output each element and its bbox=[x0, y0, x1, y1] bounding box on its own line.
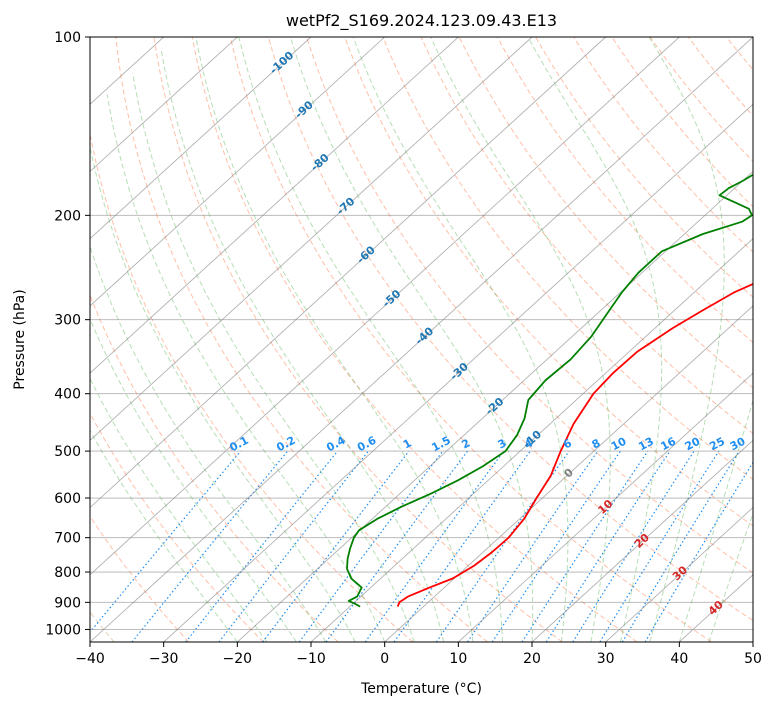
y-tick-label: 500 bbox=[54, 444, 81, 460]
mixing-ratio-line bbox=[185, 450, 339, 642]
mixing-ratio-line bbox=[90, 450, 242, 633]
mixing-ratio-line bbox=[545, 450, 671, 642]
y-tick-label: 300 bbox=[54, 313, 81, 329]
moist-adiabat bbox=[90, 144, 356, 642]
isotherm bbox=[90, 37, 385, 307]
isotherm bbox=[605, 506, 753, 642]
gridlines bbox=[90, 37, 753, 642]
isotherm bbox=[90, 37, 312, 240]
chart-title: wetPf2_S169.2024.123.09.43.E13 bbox=[286, 11, 557, 31]
isotherm bbox=[90, 37, 533, 441]
dry-adiabat bbox=[535, 37, 753, 298]
x-tick-label: 40 bbox=[670, 651, 688, 667]
y-tick-label: 800 bbox=[54, 565, 81, 581]
x-tick-label: 30 bbox=[597, 651, 615, 667]
moist-adiabat bbox=[238, 37, 503, 642]
dry-adiabat bbox=[90, 412, 264, 642]
y-tick-label: 700 bbox=[54, 531, 81, 547]
x-tick-label: −30 bbox=[149, 651, 179, 667]
x-tick-label: −10 bbox=[296, 651, 326, 667]
plot-frame bbox=[89, 36, 754, 643]
y-tick-label: 1000 bbox=[45, 622, 81, 638]
mixing-ratio-label: 13 bbox=[636, 435, 656, 454]
isotherm bbox=[531, 439, 753, 642]
isotherm bbox=[90, 37, 680, 576]
mixing-ratio-line bbox=[325, 450, 468, 642]
dry-adiabat bbox=[382, 37, 753, 481]
mixing-ratio-line bbox=[466, 450, 599, 642]
x-tick-label: 0 bbox=[380, 651, 389, 667]
isotherm bbox=[90, 37, 753, 642]
dry-adiabat bbox=[268, 37, 753, 622]
mixing-ratio-line bbox=[131, 450, 289, 642]
mixing-ratio-line bbox=[521, 450, 649, 642]
sounding-lines bbox=[346, 173, 753, 608]
x-tick-label: −40 bbox=[75, 651, 105, 667]
mixing-ratio-line bbox=[262, 450, 410, 642]
mixing-ratio-line bbox=[621, 450, 740, 642]
mixing-ratio-line bbox=[364, 450, 505, 642]
moist-adiabat bbox=[90, 244, 327, 642]
mixing-ratio-label: 10 bbox=[609, 434, 629, 453]
isotherm bbox=[90, 37, 238, 173]
moist-adiabat bbox=[678, 398, 753, 642]
dry-adiabat bbox=[191, 37, 638, 642]
dry-adiabat bbox=[115, 37, 488, 642]
moist-adiabat bbox=[430, 37, 611, 642]
dry-adiabat bbox=[420, 37, 753, 435]
moist-adiabat bbox=[352, 37, 569, 642]
mixing-ratio-line bbox=[298, 450, 444, 642]
y-tick-label: 400 bbox=[54, 387, 81, 403]
y-tick-label: 600 bbox=[54, 491, 81, 507]
x-tick-label: 50 bbox=[744, 651, 762, 667]
moist-adiabat bbox=[527, 37, 663, 642]
mixing-ratio-label: 16 bbox=[658, 435, 678, 454]
isotherm bbox=[384, 305, 753, 642]
isotherm bbox=[310, 238, 753, 642]
dewpoint-line bbox=[346, 173, 753, 608]
x-axis-label: Temperature (°C) bbox=[360, 681, 482, 697]
moist-adiabat bbox=[160, 49, 445, 642]
dry-adiabat bbox=[496, 37, 753, 344]
moist-adiabat bbox=[648, 37, 725, 642]
mixing-ratio-line bbox=[491, 450, 621, 642]
moist-adiabat bbox=[132, 72, 415, 642]
moist-adiabat bbox=[90, 317, 297, 642]
y-tick-label: 100 bbox=[54, 30, 81, 46]
y-tick-label: 200 bbox=[54, 208, 81, 224]
mixing-ratio-label: 30 bbox=[728, 435, 748, 454]
mixing-ratio-label: 20 bbox=[683, 434, 703, 453]
temperature-line bbox=[396, 283, 753, 607]
x-tick-label: 10 bbox=[449, 651, 467, 667]
dry-adiabat bbox=[306, 37, 753, 574]
isotherm bbox=[237, 170, 753, 642]
x-tick-label: −20 bbox=[223, 651, 253, 667]
mixing-ratio-line bbox=[572, 450, 695, 642]
dry-adiabat bbox=[153, 37, 563, 642]
mixing-ratio-line bbox=[435, 450, 570, 642]
axes: −40 −30 −20 −10 0 10 20 30 40 50 100 200 300 400 500 60… bbox=[45, 30, 762, 667]
isotherm bbox=[90, 37, 606, 509]
isotherm bbox=[163, 103, 753, 642]
x-tick-label: 20 bbox=[523, 651, 541, 667]
moist-adiabat bbox=[90, 429, 238, 642]
y-axis-label: Pressure (hPa) bbox=[12, 289, 28, 389]
mixing-ratio-label: 25 bbox=[707, 435, 727, 454]
isotherm bbox=[458, 372, 753, 642]
moist-adiabat bbox=[195, 37, 474, 642]
isotherm bbox=[90, 37, 459, 374]
y-tick-label: 900 bbox=[54, 595, 81, 611]
moist-adiabat bbox=[90, 377, 268, 642]
moist-adiabat bbox=[106, 94, 386, 642]
moist-adiabat bbox=[708, 512, 753, 642]
moist-adiabat bbox=[289, 37, 534, 642]
